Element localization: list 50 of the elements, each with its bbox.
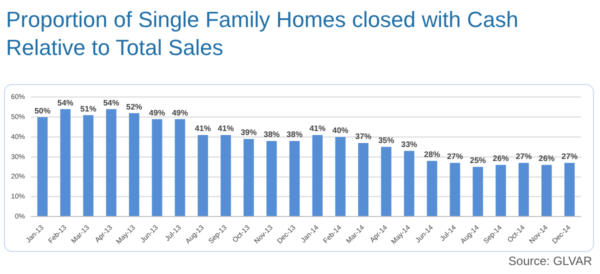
data-label: 38% <box>286 130 303 140</box>
data-label: 26% <box>492 154 509 164</box>
data-label: 35% <box>378 136 394 146</box>
bar <box>564 162 575 216</box>
data-label: 49% <box>149 108 166 118</box>
bar <box>404 150 414 216</box>
data-label: 28% <box>424 150 440 160</box>
bar <box>220 134 231 216</box>
source-note: Source: GLVAR <box>508 254 592 268</box>
bar <box>312 134 323 216</box>
bar <box>174 119 186 216</box>
bar <box>266 140 277 216</box>
chart-title: Proportion of Single Family Homes closed with Cash Relative to Total Sales <box>6 6 520 62</box>
bar <box>289 140 300 216</box>
data-label: 54% <box>57 98 74 108</box>
data-label: 27% <box>516 152 532 162</box>
data-label: 39% <box>240 128 257 138</box>
bar <box>381 146 392 216</box>
data-label: 49% <box>172 108 188 118</box>
bar <box>335 136 346 216</box>
bar <box>60 109 71 216</box>
data-label: 38% <box>264 130 280 140</box>
bar <box>198 134 208 216</box>
bar <box>541 164 552 216</box>
data-label: 41% <box>218 124 234 134</box>
bar <box>83 115 94 216</box>
bar <box>496 164 506 216</box>
bar <box>426 160 438 216</box>
data-label: 40% <box>332 126 348 136</box>
data-label: 33% <box>401 140 418 150</box>
data-label: 41% <box>194 124 211 134</box>
data-label: 27% <box>446 152 463 162</box>
data-label: 26% <box>538 154 555 164</box>
data-label: 41% <box>309 124 326 134</box>
bar <box>244 138 254 216</box>
bar <box>106 109 116 216</box>
bar <box>37 117 48 216</box>
data-label: 25% <box>470 156 486 166</box>
data-label: 37% <box>355 132 372 142</box>
data-label: 50% <box>34 106 50 116</box>
data-label: 51% <box>80 104 96 114</box>
bar <box>518 162 529 216</box>
data-label: 27% <box>562 152 578 162</box>
bar <box>358 142 368 216</box>
bar <box>152 119 162 216</box>
bar <box>128 113 140 216</box>
bar <box>472 166 484 216</box>
data-label: 52% <box>126 102 142 112</box>
bar <box>450 162 460 216</box>
data-label: 54% <box>103 98 120 108</box>
